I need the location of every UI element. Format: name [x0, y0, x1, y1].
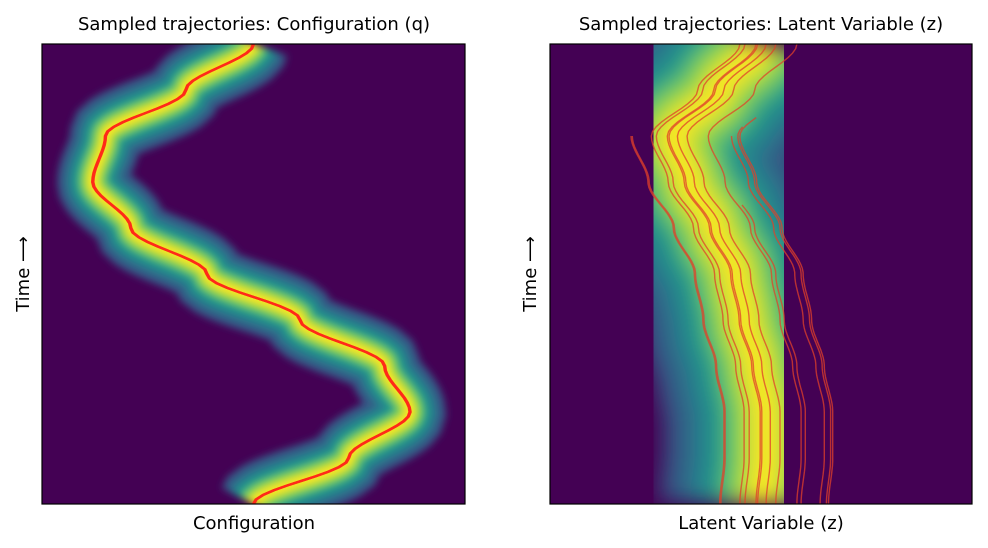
plot-area: [549, 43, 973, 505]
trajectory-line: [741, 204, 806, 504]
trajectory-line: [739, 117, 834, 504]
axes-frame: [549, 43, 973, 505]
trajectory-line: [707, 44, 802, 504]
chart-title: Sampled trajectories: Configuration (q): [78, 14, 430, 35]
trajectory-line: [655, 44, 750, 504]
panel-configuration: Sampled trajectories: Configuration (q) …: [13, 14, 466, 534]
trajectory-line: [630, 135, 725, 504]
chart-title: Sampled trajectories: Latent Variable (z…: [579, 14, 943, 35]
trajectory-line: [631, 135, 726, 504]
trajectory-line: [92, 44, 412, 504]
x-axis-label: Configuration: [193, 513, 315, 534]
trajectory-line: [737, 126, 832, 504]
trajectory-line: [668, 44, 763, 504]
density-band: [570, 44, 867, 504]
trajectory-line: [686, 44, 781, 504]
y-axis-label: Time ⟶: [520, 236, 541, 313]
x-axis-label: Latent Variable (z): [678, 513, 843, 534]
y-axis-label: Time ⟶: [13, 236, 34, 313]
trajectory-line: [666, 44, 761, 504]
axes-frame: [41, 43, 466, 505]
plot-area: [41, 43, 466, 505]
trajectory-line: [650, 44, 745, 504]
trajectory-line: [676, 44, 771, 504]
trajectory-line: [730, 135, 825, 504]
panel-latent-variable: Sampled trajectories: Latent Variable (z…: [520, 14, 973, 534]
